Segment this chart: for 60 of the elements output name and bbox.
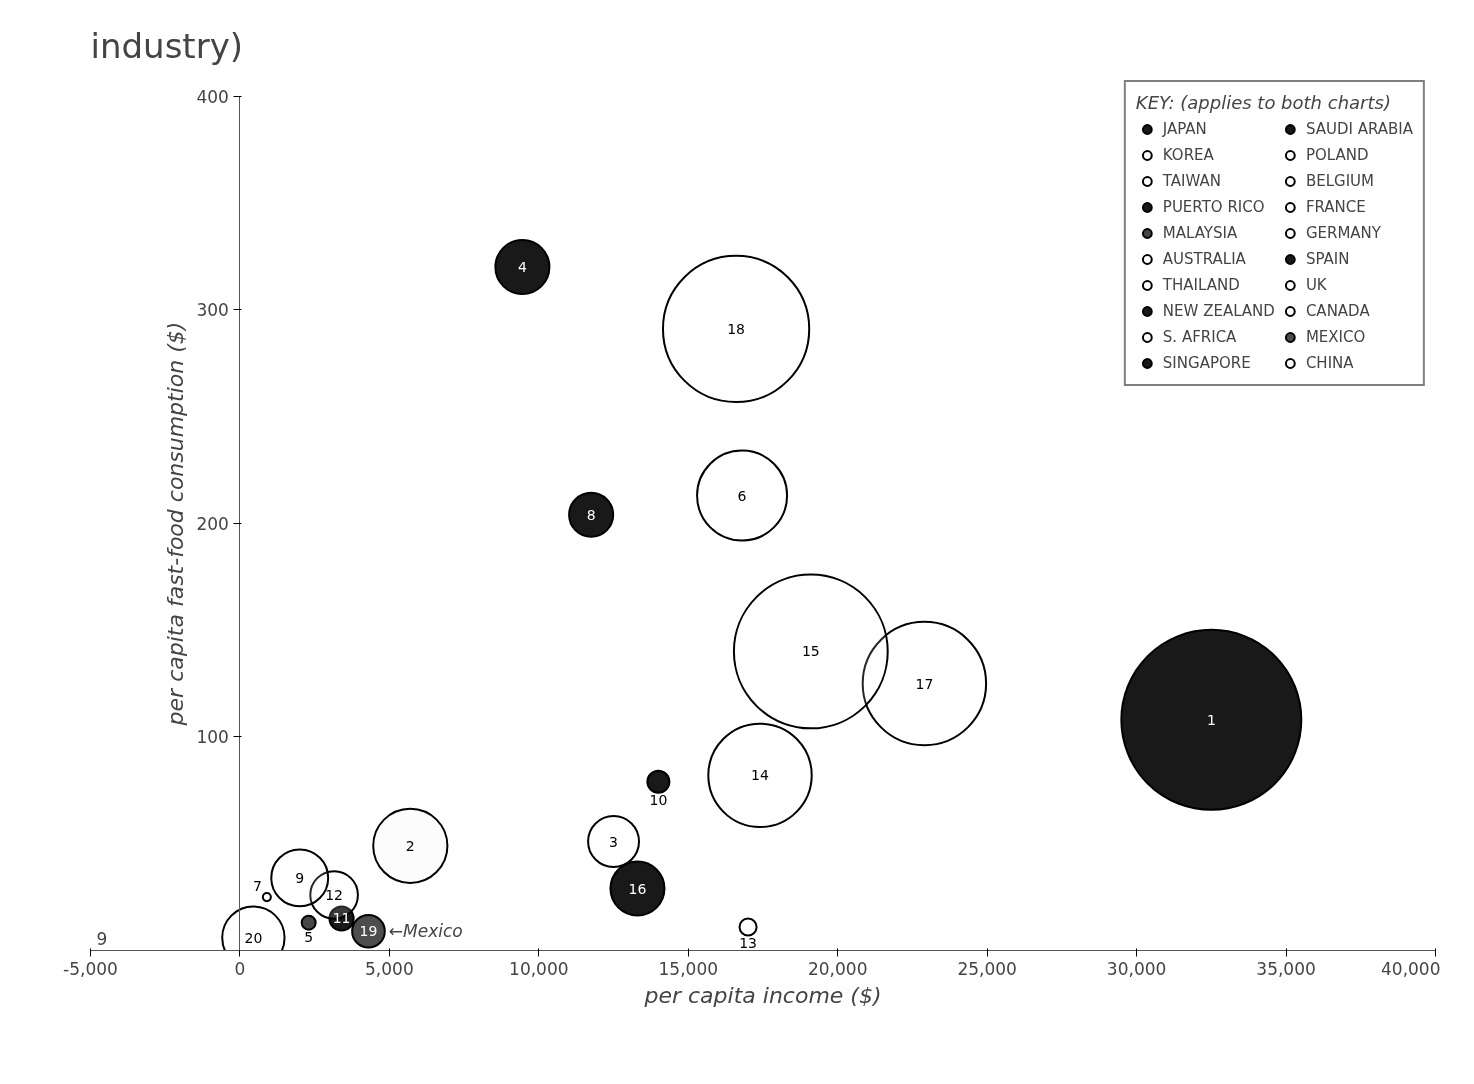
annotation: 6 <box>737 487 747 504</box>
annotation: 5 <box>304 928 314 945</box>
annotation: 9 <box>295 869 305 886</box>
legend-label: CANADA <box>1305 301 1370 322</box>
x-tick-label: 20,000 <box>807 958 868 979</box>
legend-label: S. AFRICA <box>1162 327 1237 348</box>
legend-label: UK <box>1305 275 1327 296</box>
annotation: 9 <box>96 928 108 949</box>
x-tick-label: 25,000 <box>957 958 1017 979</box>
y-tick-label: 100 <box>196 727 229 748</box>
x-tick-label: 35,000 <box>1256 958 1316 979</box>
annotation: 10 <box>649 791 668 808</box>
chart-title: industry) <box>90 25 244 66</box>
legend-label: CHINA <box>1305 353 1354 374</box>
legend-label: THAILAND <box>1162 275 1240 296</box>
annotation: 20 <box>244 929 263 946</box>
legend-title: KEY: (applies to both charts) <box>1135 92 1392 113</box>
y-axis-title: per capita fast-food consumption ($) <box>163 321 189 727</box>
x-tick-label: 0 <box>234 958 246 979</box>
y-tick-label: 400 <box>196 86 229 107</box>
legend-label: MEXICO <box>1305 327 1366 348</box>
legend-label: FRANCE <box>1305 197 1366 218</box>
annotation: 7 <box>252 878 262 895</box>
legend-label: GERMANY <box>1305 223 1382 244</box>
annotation: 13 <box>739 934 757 951</box>
annotation: 8 <box>586 506 596 523</box>
annotation: 1 <box>1206 711 1216 728</box>
y-tick-label: 300 <box>196 300 229 321</box>
annotation: 12 <box>325 886 344 903</box>
legend-label: MALAYSIA <box>1162 223 1238 244</box>
x-tick-label: 30,000 <box>1106 958 1167 979</box>
annotation: 4 <box>517 259 527 275</box>
legend-label: BELGIUM <box>1305 171 1374 192</box>
annotation: 18 <box>727 320 746 337</box>
annotation: 11 <box>332 910 351 927</box>
legend-label: SPAIN <box>1305 249 1350 270</box>
x-tick-label: 15,000 <box>658 958 719 979</box>
legend-label: NEW ZEALAND <box>1162 301 1275 322</box>
legend-label: TAIWAN <box>1162 171 1222 192</box>
annotation: 19 <box>359 923 378 940</box>
legend-label: JAPAN <box>1162 119 1207 140</box>
legend-label: POLAND <box>1305 145 1369 166</box>
x-tick-label: 40,000 <box>1381 958 1441 979</box>
annotation: ←Mexico <box>388 921 463 942</box>
x-axis-title: per capita income ($) <box>643 982 882 1008</box>
y-tick-label: 200 <box>196 513 229 534</box>
x-tick-label: -5,000 <box>63 958 118 979</box>
annotation: 2 <box>405 837 415 854</box>
legend-label: SINGAPORE <box>1162 353 1251 374</box>
annotation: 14 <box>751 767 770 784</box>
x-tick-label: 10,000 <box>509 958 569 979</box>
x-tick-label: 5,000 <box>365 958 414 979</box>
annotation: 3 <box>609 833 619 850</box>
legend-label: KOREA <box>1162 145 1214 166</box>
annotation: 16 <box>628 880 647 897</box>
legend-label: PUERTO RICO <box>1162 197 1265 218</box>
legend-label: SAUDI ARABIA <box>1305 119 1413 140</box>
annotation: 15 <box>801 643 820 660</box>
annotation: 17 <box>915 675 934 692</box>
legend-label: AUSTRALIA <box>1162 249 1246 270</box>
